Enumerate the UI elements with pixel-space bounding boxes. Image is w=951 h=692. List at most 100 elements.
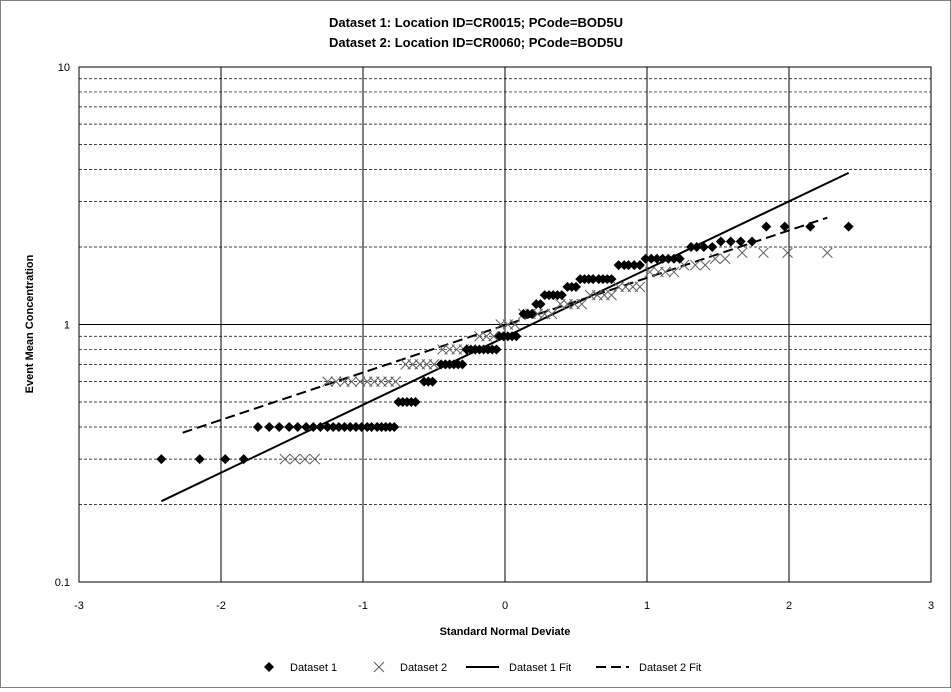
plot-area-border (78, 66, 932, 583)
tick-labels: -3 -2 -1 0 1 2 3 0.1 1 10 (55, 62, 934, 612)
dataset-1-point (663, 253, 674, 264)
x-stroke (689, 259, 701, 271)
dataset-1-point (366, 421, 377, 432)
x-tick-label: -2 (216, 600, 226, 612)
dataset-1-point (779, 221, 790, 232)
x-stroke (660, 266, 671, 278)
x-stroke (606, 289, 617, 301)
dataset-2-point (668, 266, 680, 278)
x-stroke (509, 319, 521, 330)
dataset-1-point (725, 236, 736, 247)
x-stroke (488, 330, 499, 342)
dataset-1-point (571, 281, 581, 292)
dataset-2-point (289, 453, 301, 465)
dataset-2-point (546, 308, 558, 320)
dataset-1-point (606, 274, 617, 285)
y-axis-label: Event Mean Concentration (24, 254, 36, 393)
x-stroke (782, 247, 793, 259)
data-markers (156, 221, 854, 465)
dataset-1-point (805, 221, 816, 232)
legend: Dataset 1 Dataset 2 Dataset 1 Fit Dataset 2… (264, 661, 701, 674)
dataset-2-point (719, 253, 731, 265)
dataset-2-point (644, 266, 656, 278)
x-stroke (330, 376, 342, 387)
dataset-1-point (535, 299, 546, 310)
x-stroke (322, 376, 333, 387)
dataset-1-point (588, 274, 599, 285)
dataset-2-point (699, 259, 711, 271)
x-stroke (346, 376, 357, 387)
x-stroke (758, 247, 769, 259)
dataset-1-point (284, 421, 295, 432)
dataset-1-point (308, 421, 319, 432)
x-stroke (644, 266, 656, 278)
x-stroke (576, 298, 588, 310)
dataset-1-point (674, 253, 685, 264)
x-stroke (373, 661, 385, 673)
dataset-2-point (736, 247, 748, 259)
legend-item: Dataset 2 Fit (596, 662, 701, 674)
dataset-1-point (707, 241, 718, 252)
dataset-2-point (660, 266, 671, 278)
dataset-1-point (333, 421, 344, 432)
x-tick-label: 0 (502, 600, 508, 612)
dataset-2-point (488, 330, 499, 342)
dataset-1-point (698, 241, 709, 252)
y-tick-label: 1 (64, 320, 70, 332)
dataset-1-point (328, 421, 339, 432)
dataset-2-point (346, 376, 357, 387)
dataset-2-point (689, 259, 701, 271)
dataset-1-point (339, 421, 350, 432)
dataset-1-point (301, 421, 312, 432)
dataset-2-point (309, 453, 321, 465)
dataset-1-point (715, 236, 726, 247)
dataset-1-point (623, 260, 634, 271)
dataset-2-point (509, 319, 521, 330)
dataset-1-point (238, 454, 249, 465)
legend-label: Dataset 1 (290, 662, 337, 674)
dataset-1-point (322, 421, 333, 432)
dataset-1-point (735, 236, 746, 247)
y-tick-label: 10 (58, 62, 70, 74)
x-tick-label: -3 (74, 600, 84, 612)
legend-diamond-marker (264, 662, 274, 672)
x-stroke (709, 253, 721, 265)
x-stroke (279, 453, 291, 465)
dataset-1-point (491, 344, 502, 355)
dataset-2-fit-line (182, 216, 828, 434)
dataset-1-point (511, 331, 522, 342)
legend-item: Dataset 1 (264, 662, 337, 674)
dataset-2-point (279, 453, 291, 465)
x-stroke (668, 266, 680, 278)
dataset-1-point (691, 241, 702, 252)
chart-title-line-1: Dataset 1: Location ID=CR0015; PCode=BOD… (329, 15, 623, 30)
dataset-1-point (526, 308, 537, 319)
x-stroke (428, 359, 440, 370)
dataset-2-point (390, 376, 402, 387)
dataset-2-point (709, 253, 721, 265)
dataset-1-point (457, 359, 468, 370)
dataset-2-point (322, 376, 333, 387)
legend-label: Dataset 2 (400, 662, 447, 674)
dataset-1-point (156, 454, 167, 465)
dataset-1-point (629, 260, 640, 271)
dataset-1-point (634, 260, 645, 271)
dataset-2-point (330, 376, 342, 387)
x-stroke (299, 453, 311, 465)
dataset-1-point (613, 260, 624, 271)
dataset-1-point (252, 421, 263, 432)
legend-label: Dataset 2 Fit (639, 662, 701, 674)
dataset-1-point (220, 454, 231, 465)
dataset-2-point (782, 247, 793, 259)
legend-item: Dataset 2 (373, 661, 447, 674)
dataset-1-point (843, 221, 854, 232)
x-stroke (634, 281, 646, 293)
dataset-1-point (274, 421, 285, 432)
dataset-1-point (556, 290, 567, 301)
dataset-2-point (576, 298, 588, 310)
x-stroke (821, 247, 833, 259)
legend-item: Dataset 1 Fit (466, 662, 571, 674)
dataset-1-point (350, 421, 361, 432)
grid-lines (78, 66, 932, 583)
